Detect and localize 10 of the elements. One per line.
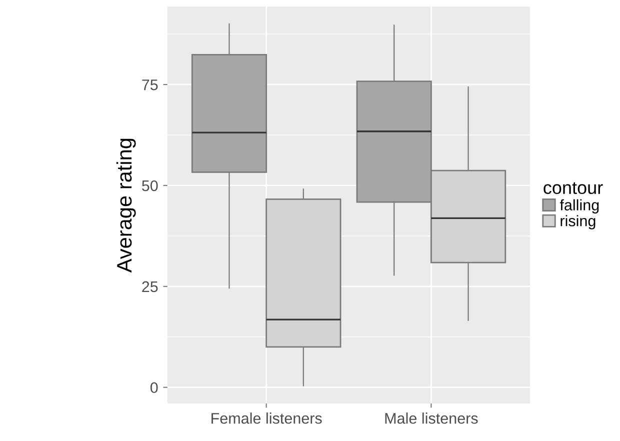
y-tick-label: 50 bbox=[142, 180, 158, 192]
x-tick-label: Male listeners bbox=[385, 412, 478, 424]
y-tick-label: 25 bbox=[142, 281, 158, 292]
y-tick-label: 75 bbox=[142, 80, 158, 90]
y-tick-label: 0 bbox=[150, 382, 158, 394]
y-axis-title: Average rating bbox=[116, 138, 136, 273]
legend-label: falling bbox=[560, 199, 599, 214]
x-tick-label: Female listeners bbox=[212, 412, 322, 424]
legend-title: contour bbox=[544, 182, 603, 194]
legend-label: rising bbox=[560, 215, 596, 230]
